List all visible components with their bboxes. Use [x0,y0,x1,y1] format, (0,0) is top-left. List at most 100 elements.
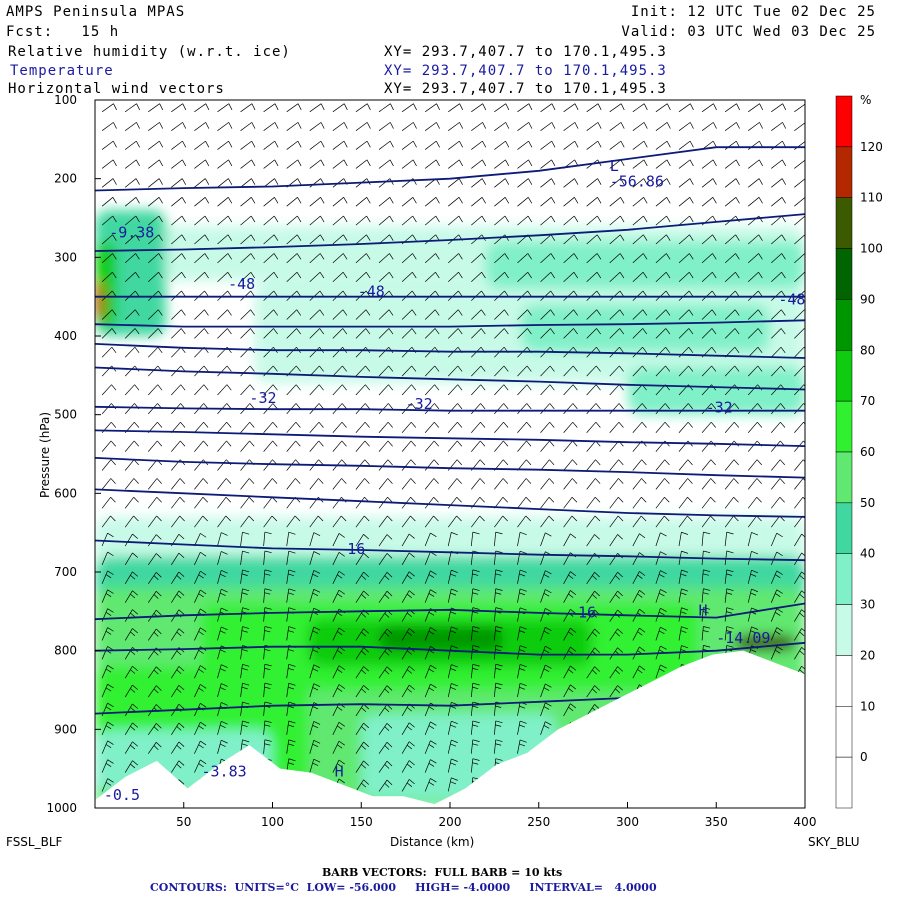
wind-barb-404 [124,346,140,358]
wind-barb-386 [424,328,440,339]
wind-barb-947 [494,663,503,679]
wind-barb-1127 [355,779,370,792]
wind-barb-439 [217,365,232,377]
wind-barb-797 [609,571,623,584]
wind-barb-798 [632,571,646,584]
wind-barb-622 [147,478,162,490]
wind-barb-742 [770,532,783,547]
wind-barb-365 [655,309,671,320]
wind-barb-278 [794,253,805,264]
wind-barb-65 [171,140,187,150]
wind-barb-564 [240,440,255,452]
wind-barb-5 [217,103,233,113]
wind-barb-614 [678,459,693,471]
wind-barb-509 [401,403,417,415]
wind-barb-258 [332,253,348,264]
wind-barb-129 [217,178,233,188]
wind-barb-348 [263,309,278,320]
wind-barb-71 [309,140,325,150]
footer-contour-note: CONTOURS: UNITS=°C LOW= -56.000 HIGH= -4… [150,881,657,894]
wind-barb-559 [124,440,140,452]
wind-barb-578 [563,440,578,452]
wind-barb-80 [517,140,533,150]
wind-barb-299 [563,271,579,282]
wind-barb-698 [471,515,485,528]
wind-barb-374 [148,328,163,339]
wind-barb-371 [794,309,805,320]
wind-barb-705 [632,515,647,528]
wind-barb-639 [540,478,555,490]
wind-barb-50 [540,122,556,131]
wind-barb-31 [101,122,117,131]
wind-barb-670 [540,496,555,509]
svg-text:-9.38: -9.38 [109,224,154,242]
wind-barb-1130 [424,778,437,792]
y-tick-400: 400 [54,329,101,343]
wind-barb-554 [724,421,740,433]
wind-barb-287 [286,271,302,282]
wind-barb-389 [494,328,509,339]
wind-barb-818 [378,590,393,603]
colorbar-segment-6 [835,400,853,453]
wind-barb-561 [171,440,186,452]
wind-barb-379 [263,328,278,339]
svg-text:-0.5: -0.5 [104,786,140,804]
wind-barb-1067 [401,741,415,754]
wind-barb-513 [494,403,509,415]
wind-barb-815 [309,588,321,603]
wind-barb-961 [101,683,114,698]
wind-barb-43 [378,122,394,131]
forecast-hour: Fcst: 15 h [6,24,120,40]
svg-text:50: 50 [176,815,191,829]
wind-barb-1089 [194,759,207,773]
y-tick-600: 600 [54,486,101,500]
svg-text:100: 100 [261,815,284,829]
wind-barb-751 [263,550,272,565]
wind-barb-717 [194,533,207,547]
wind-barb-675 [655,496,670,509]
wind-barb-175 [563,197,579,207]
wind-barb-347 [240,309,255,320]
wind-barb-267 [540,253,556,264]
wind-barb-319 [309,290,325,301]
wind-barb-550 [632,421,647,433]
wind-barb-868 [101,627,114,641]
wind-barb-384 [378,328,394,339]
wind-barb-684 [147,515,162,528]
wind-barb-22 [609,103,625,113]
wind-barb-678 [724,496,739,509]
svg-text:300: 300 [616,815,639,829]
wind-barb-778 [171,571,185,584]
wind-barb-928 [770,646,783,660]
wind-barb-59 [747,122,764,131]
wind-barb-722 [309,532,321,547]
wind-barb-466 [124,384,140,396]
wind-barb-814 [286,588,296,603]
wind-barb-431 [747,346,763,358]
wind-barb-548 [586,421,601,433]
wind-barb-467 [147,384,163,396]
wind-barb-209 [632,215,648,226]
wind-barb-8 [286,103,302,113]
wind-barb-268 [563,253,579,264]
wind-barb-366 [678,309,694,320]
wind-barb-454 [563,365,578,377]
footer-barb-note: BARB VECTORS: FULL BARB = 10 kts [322,866,563,879]
wind-barb-444 [332,365,348,377]
wind-barb-180 [678,197,694,207]
wind-barb-447 [401,365,417,377]
wind-barb-486 [586,384,601,396]
wind-barb-120 [724,159,740,169]
wind-barb-282 [171,271,186,282]
colorbar-segment-10 [835,604,853,656]
wind-barb-656 [217,496,232,509]
wind-barb-358 [494,309,509,320]
wind-barb-518 [609,403,624,415]
wind-barb-1088 [171,760,185,773]
wind-barb-773 [770,551,783,566]
wind-barb-241 [655,234,671,245]
wind-barb-822 [470,588,480,603]
wind-barb-480 [447,384,463,396]
wind-barb-514 [517,403,532,415]
wind-barb-228 [355,234,371,245]
